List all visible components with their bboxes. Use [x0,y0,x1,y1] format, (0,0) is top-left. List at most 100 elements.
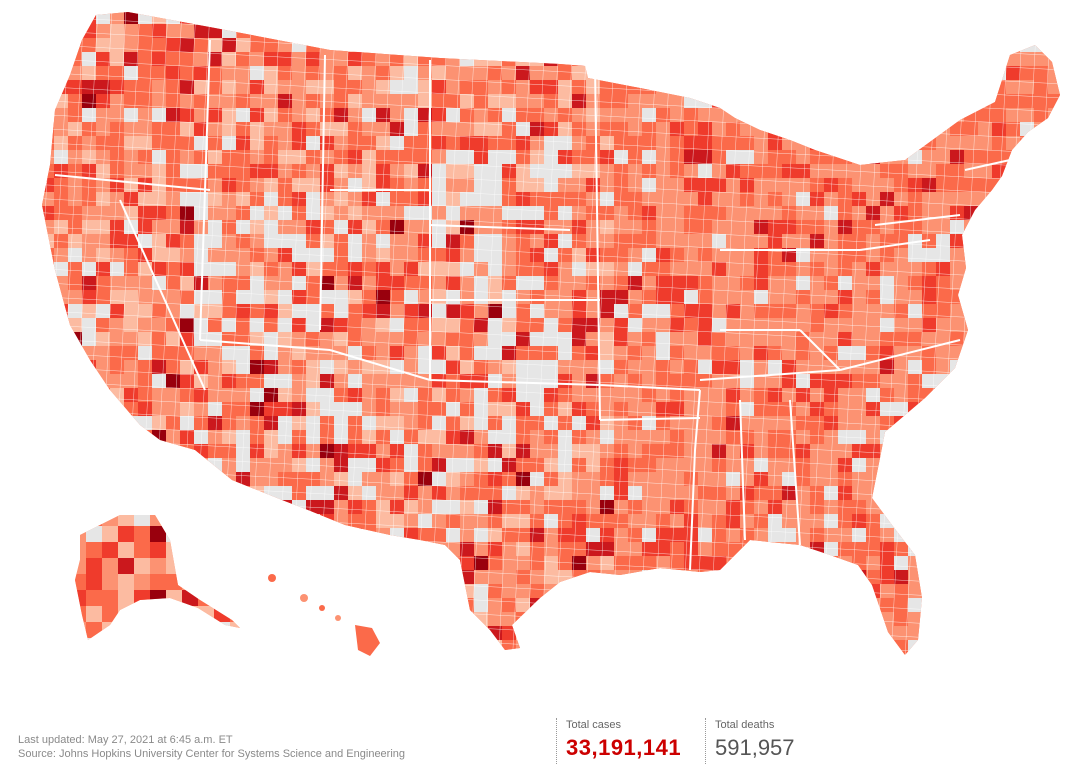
county-cell [740,24,754,38]
county-cell [1062,514,1076,528]
county-cell [250,570,264,584]
county-cell [432,556,446,570]
county-cell [1048,570,1060,584]
county-cell [1006,192,1020,206]
county-cell [698,654,712,655]
county-cell [42,640,54,654]
county-cell [852,626,866,640]
county-cell [138,598,152,612]
county-cell [488,24,502,38]
county-cell [992,346,1006,360]
county-cell [950,430,964,444]
county-cell [726,38,740,52]
county-cell [992,514,1006,528]
county-cell [118,638,134,640]
county-cell [530,654,544,655]
county-cell [194,12,208,24]
county-cell [306,528,320,542]
county-cell [1020,12,1034,24]
county-cell [134,638,150,640]
county-cell [1048,248,1060,262]
county-cell [42,486,54,500]
county-cell [810,556,824,570]
county-cell [54,360,68,374]
county-cell [134,526,150,542]
county-cell [922,458,936,472]
total-cases-label: Total cases [566,719,622,731]
county-cell [230,526,240,542]
county-cell [54,318,68,332]
county-cell [1048,24,1060,38]
county-cell [404,570,418,584]
county-cell [656,66,670,80]
county-cell [838,570,852,584]
county-cell [264,556,278,570]
county-cell [180,486,194,500]
county-cell [166,542,182,558]
county-cell [586,52,600,66]
county-cell [376,654,390,655]
county-cell [782,626,796,640]
county-cell [1048,262,1060,276]
county-cell [320,542,334,556]
county-cell [230,574,240,590]
county-cell [572,38,586,52]
county-cell [628,52,642,66]
county-cell [42,556,54,570]
county-cell [1062,640,1076,654]
county-cell [42,416,54,430]
county-cell [292,542,306,556]
county-cell [54,640,68,654]
county-cell [726,570,740,584]
county-cell [75,515,86,526]
county-cell [362,598,376,612]
county-cell [838,52,852,66]
county-cell [936,94,950,108]
county-cell [1062,542,1076,556]
county-cell [1034,640,1048,654]
county-cell [134,606,150,622]
county-cell [1034,346,1048,360]
county-cell [614,626,628,640]
county-cell [180,472,194,486]
county-cell [96,640,110,654]
county-cell [670,66,684,80]
county-cell [222,12,236,24]
county-cell [1034,514,1048,528]
county-cell [198,606,214,622]
county-cell [950,640,964,654]
county-cell [1062,276,1076,290]
county-cell [320,556,334,570]
county-cell [824,52,838,66]
county-cell [82,388,96,402]
county-cell [166,458,180,472]
county-cell [894,430,908,444]
county-cell [362,12,376,24]
county-cell [950,570,964,584]
county-cell [1062,570,1076,584]
county-cell [42,458,54,472]
county-cell [1020,318,1034,332]
county-cell [1006,500,1020,514]
county-cell [978,514,992,528]
county-cell [1020,626,1034,640]
county-cell [768,570,782,584]
county-cell [670,24,684,38]
county-cell [530,12,544,24]
county-cell [1048,192,1060,206]
county-cell [446,626,460,640]
county-cell [754,38,768,52]
county-cell [922,570,936,584]
county-cell [852,108,866,122]
county-cell [782,66,796,80]
county-cell [138,654,152,655]
county-cell [670,38,684,52]
county-cell [964,612,978,626]
county-cell [824,136,838,150]
county-cell [922,500,936,514]
county-cell [950,500,964,514]
county-cell [404,612,418,626]
county-cell [150,558,166,574]
county-cell [166,654,180,655]
county-cell [642,12,656,24]
